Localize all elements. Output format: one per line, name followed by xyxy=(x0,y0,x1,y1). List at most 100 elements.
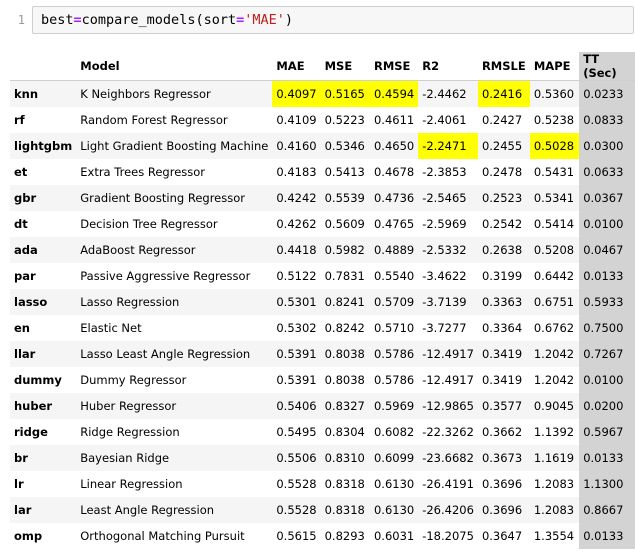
cell-model: Lasso Regression xyxy=(76,288,273,315)
table-row: rf Random Forest Regressor 0.4109 0.5223 0.4… xyxy=(10,106,635,133)
cell-r2: -2.5969 xyxy=(418,210,478,237)
cell-mape: 1.3554 xyxy=(529,522,580,549)
table-row: ada AdaBoost Regressor 0.4418 0.5982 0.4889-… xyxy=(10,236,635,263)
code-call: compare_models(sort xyxy=(81,12,237,28)
line-number: 1 xyxy=(17,13,25,27)
cell-mse: 0.7831 xyxy=(320,262,370,289)
cell-rmsle: 0.3696 xyxy=(477,496,530,523)
cell-rmsle: 0.3577 xyxy=(477,392,530,419)
cell-mae: 0.4183 xyxy=(272,158,321,185)
cell-rmse: 0.5786 xyxy=(369,366,419,393)
cell-r2: -2.2471 xyxy=(418,132,478,159)
cell-tt: 0.0100 xyxy=(579,366,635,393)
cell-id: omp xyxy=(10,522,77,549)
cell-tt: 0.8667 xyxy=(579,496,635,523)
cell-r2: -18.2075 xyxy=(418,522,478,549)
table-row: lasso Lasso Regression 0.5301 0.8241 0.5709-… xyxy=(10,288,635,315)
table-row: dummy Dummy Regressor 0.5391 0.8038 0.5786 -1… xyxy=(10,366,635,393)
cell-rmse: 0.4889 xyxy=(369,236,419,263)
cell-model: Orthogonal Matching Pursuit xyxy=(76,522,273,549)
cell-rmse: 0.4765 xyxy=(369,210,419,237)
cell-mae: 0.4097 xyxy=(272,80,321,107)
cell-mape: 1.2083 xyxy=(529,470,580,497)
cell-r2: -22.3262 xyxy=(418,418,478,445)
cell-id: huber xyxy=(10,392,77,419)
cell-model: K Neighbors Regressor xyxy=(76,80,273,107)
cell-mape: 0.6762 xyxy=(529,314,580,341)
table-row: dt Decision Tree Regressor 0.4262 0.5609 0.4… xyxy=(10,210,635,237)
cell-model: Passive Aggressive Regressor xyxy=(76,262,273,289)
cell-mape: 0.5208 xyxy=(529,236,580,263)
cell-rmsle: 0.3647 xyxy=(477,522,530,549)
table-row: knn K Neighbors Regressor 0.4097 0.5165 0.45… xyxy=(10,80,635,107)
cell-rmse: 0.6130 xyxy=(369,470,419,497)
code-cell[interactable]: 1 best = compare_models(sort = 'MAE') xyxy=(0,6,635,34)
header-mse: MSE xyxy=(320,52,370,81)
cell-r2: -2.5332 xyxy=(418,236,478,263)
cell-id: knn xyxy=(10,80,77,107)
cell-tt: 0.0133 xyxy=(579,262,635,289)
cell-mae: 0.5122 xyxy=(272,262,321,289)
cell-rmsle: 0.2542 xyxy=(477,210,530,237)
table-row: huber Huber Regressor 0.5406 0.8327 0.5969 -1… xyxy=(10,392,635,419)
cell-mse: 0.8318 xyxy=(320,496,370,523)
cell-r2: -26.4191 xyxy=(418,470,478,497)
cell-mae: 0.4262 xyxy=(272,210,321,237)
cell-mse: 0.5539 xyxy=(320,184,370,211)
cell-rmse: 0.4736 xyxy=(369,184,419,211)
cell-id: par xyxy=(10,262,77,289)
cell-tt: 0.7267 xyxy=(579,340,635,367)
cell-rmsle: 0.2478 xyxy=(477,158,530,185)
cell-mse: 0.8293 xyxy=(320,522,370,549)
table-row: lr Linear Regression 0.5528 0.8318 0.6130 -26… xyxy=(10,470,635,497)
cell-rmsle: 0.3363 xyxy=(477,288,530,315)
table-row: llar Lasso Least Angle Regression 0.5391 0.… xyxy=(10,340,635,367)
cell-mape: 1.1619 xyxy=(529,444,580,471)
table-row: et Extra Trees Regressor 0.4183 0.5413 0.467… xyxy=(10,158,635,185)
cell-id: lar xyxy=(10,496,77,523)
cell-id: gbr xyxy=(10,184,77,211)
cell-model: Lasso Least Angle Regression xyxy=(76,340,273,367)
cell-mse: 0.8038 xyxy=(320,366,370,393)
code-editor[interactable]: best = compare_models(sort = 'MAE') xyxy=(32,6,634,34)
header-index xyxy=(10,52,77,81)
cell-tt: 0.0467 xyxy=(579,236,635,263)
table-row: par Passive Aggressive Regressor 0.5122 0.7… xyxy=(10,262,635,289)
table-row: lar Least Angle Regression 0.5528 0.8318 0.6… xyxy=(10,496,635,523)
cell-model: Decision Tree Regressor xyxy=(76,210,273,237)
cell-r2: -2.5465 xyxy=(418,184,478,211)
cell-tt: 0.0200 xyxy=(579,392,635,419)
cell-mae: 0.5406 xyxy=(272,392,321,419)
cell-r2: -12.4917 xyxy=(418,366,478,393)
header-r2: R2 xyxy=(418,52,478,81)
cell-r2: -2.4462 xyxy=(418,80,478,107)
cell-rmsle: 0.2455 xyxy=(477,132,530,159)
cell-mse: 0.8241 xyxy=(320,288,370,315)
table-row: ridge Ridge Regression 0.5495 0.8304 0.6082-… xyxy=(10,418,635,445)
header-rmsle: RMSLE xyxy=(477,52,530,81)
cell-tt: 1.1300 xyxy=(579,470,635,497)
cell-r2: -12.4917 xyxy=(418,340,478,367)
cell-mape: 0.5341 xyxy=(529,184,580,211)
cell-mae: 0.4160 xyxy=(272,132,321,159)
cell-mse: 0.5609 xyxy=(320,210,370,237)
cell-mae: 0.4109 xyxy=(272,106,321,133)
cell-mape: 0.5238 xyxy=(529,106,580,133)
cell-model: Random Forest Regressor xyxy=(76,106,273,133)
cell-id: llar xyxy=(10,340,77,367)
cell-tt: 0.0133 xyxy=(579,444,635,471)
cell-mae: 0.5528 xyxy=(272,470,321,497)
cell-r2: -3.7277 xyxy=(418,314,478,341)
cell-model: Linear Regression xyxy=(76,470,273,497)
cell-rmsle: 0.3199 xyxy=(477,262,530,289)
cell-rmsle: 0.3673 xyxy=(477,444,530,471)
header-tt-sec: TT (Sec) xyxy=(579,52,635,81)
cell-tt: 0.0833 xyxy=(579,106,635,133)
cell-mse: 0.5982 xyxy=(320,236,370,263)
code-operator: = xyxy=(73,12,82,28)
cell-tt: 0.0300 xyxy=(579,132,635,159)
table-body: knn K Neighbors Regressor 0.4097 0.5165 0.45… xyxy=(10,80,635,549)
cell-rmse: 0.6099 xyxy=(369,444,419,471)
table-row: en Elastic Net 0.5302 0.8242 0.5710 -3.7277 0.… xyxy=(10,314,635,341)
cell-mae: 0.4242 xyxy=(272,184,321,211)
